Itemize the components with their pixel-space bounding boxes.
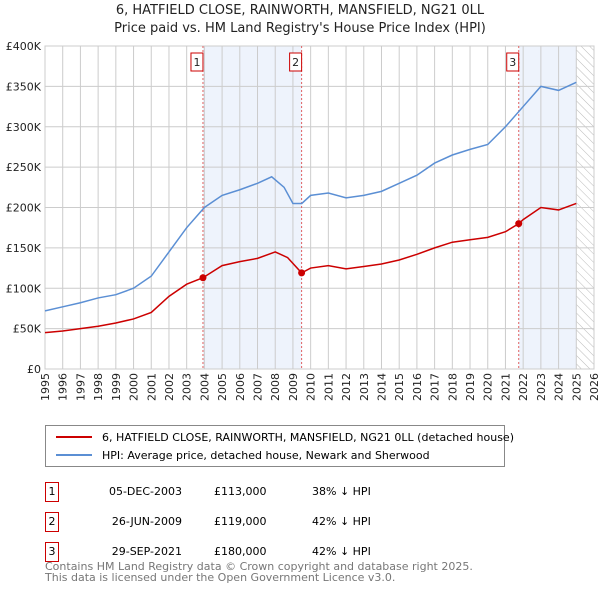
sale-marker-box-1: [190, 52, 204, 72]
sale-price: £180,000: [214, 545, 267, 558]
sale-row: 3 29-SEP-2021 £180,000 42% ↓ HPI: [45, 542, 445, 562]
x-tick-label: 2017: [429, 373, 442, 401]
x-tick-label: 2012: [340, 373, 353, 401]
sale-date: 26-JUN-2009: [111, 515, 182, 528]
x-tick-label: 2009: [287, 373, 300, 401]
x-tick-label: 2024: [553, 373, 566, 401]
y-tick-label: £100K: [6, 282, 42, 295]
legend-label-property: 6, HATFIELD CLOSE, RAINWORTH, MANSFIELD,…: [102, 430, 514, 444]
x-tick-label: 2020: [482, 373, 495, 401]
property-line: [44, 202, 577, 334]
sale-date: 05-DEC-2003: [108, 485, 182, 498]
sale-price: £119,000: [214, 515, 267, 528]
y-tick-label: £150K: [6, 242, 42, 255]
sale-point-3: [515, 220, 523, 228]
hpi-line: [44, 81, 577, 312]
plot-area: 1995 1996 1997 1998 1999 2000 2001 2002 2003 2004…: [6, 40, 600, 401]
y-tick-label: £50K: [13, 323, 42, 336]
x-tick-label: 1998: [92, 373, 105, 401]
footer-line-2: This data is licensed under the Open Gov…: [45, 571, 396, 584]
legend-swatch-hpi: [56, 454, 92, 456]
x-tick-label: 1997: [74, 373, 87, 401]
y-tick-label: £400K: [6, 40, 42, 53]
x-tick-label: 1995: [39, 373, 52, 401]
sale-row: 1 05-DEC-2003 £113,000 38% ↓ HPI: [45, 482, 445, 502]
x-tick-label: 1999: [110, 373, 123, 401]
sale-number: 1: [45, 482, 59, 502]
y-tick-label: £350K: [6, 80, 42, 93]
legend: 6, HATFIELD CLOSE, RAINWORTH, MANSFIELD,…: [45, 425, 514, 467]
sale-marker-label-3: 3: [509, 56, 516, 69]
x-tick-label: 2025: [570, 373, 583, 401]
sale-hpi-diff: 42% ↓ HPI: [312, 515, 371, 528]
footer: Contains HM Land Registry data © Crown c…: [45, 561, 473, 583]
sale-hpi-diff: 42% ↓ HPI: [312, 545, 371, 558]
y-tick-label: £200K: [6, 202, 42, 215]
x-tick-label: 2023: [535, 373, 548, 401]
x-tick-label: 2000: [128, 373, 141, 401]
sale-number: 2: [45, 512, 59, 532]
sale-marker-label-1: 1: [193, 56, 200, 69]
x-tick-label: 1996: [57, 373, 70, 401]
sale-marker-label-2: 2: [292, 56, 299, 69]
chart-title: 6, HATFIELD CLOSE, RAINWORTH, MANSFIELD,…: [115, 3, 485, 18]
x-tick-label: 2026: [588, 373, 600, 401]
y-tick-label: £250K: [6, 161, 42, 174]
x-tick-label: 2003: [181, 373, 194, 401]
x-tick-label: 2011: [322, 373, 335, 401]
x-tick-label: 2022: [517, 373, 530, 401]
x-tick-label: 2006: [234, 373, 247, 401]
x-tick-label: 2018: [446, 373, 459, 401]
chart-subtitle: Price paid vs. HM Land Registry's House …: [114, 21, 486, 36]
x-tick-label: 2014: [375, 373, 388, 401]
x-tick-label: 2004: [198, 373, 211, 401]
x-tick-label: 2019: [464, 373, 477, 401]
y-tick-label: £300K: [6, 121, 42, 134]
x-tick-label: 2021: [499, 373, 512, 401]
sale-price: £113,000: [214, 485, 267, 498]
sale-row: 2 26-JUN-2009 £119,000 42% ↓ HPI: [45, 512, 445, 532]
footer-line-1: Contains HM Land Registry data © Crown c…: [45, 560, 473, 573]
x-tick-label: 2001: [145, 373, 158, 401]
x-tick-label: 2002: [163, 373, 176, 401]
sale-date: 29-SEP-2021: [111, 545, 182, 558]
sale-point-1: [199, 274, 207, 282]
x-tick-label: 2007: [252, 373, 265, 401]
sale-number: 3: [45, 542, 59, 562]
legend-label-hpi: HPI: Average price, detached house, Newa…: [102, 448, 430, 462]
sale-hpi-diff: 38% ↓ HPI: [312, 485, 371, 498]
x-tick-label: 2015: [393, 373, 406, 401]
plot-border: [44, 45, 595, 370]
x-tick-label: 2008: [269, 373, 282, 401]
x-tick-label: 2005: [216, 373, 229, 401]
sale-marker-box-2: [289, 52, 303, 72]
x-tick-label: 2016: [411, 373, 424, 401]
x-tick-label: 2013: [358, 373, 371, 401]
legend-swatch-property: [56, 436, 92, 438]
sale-marker-box-3: [506, 52, 520, 72]
x-tick-label: 2010: [305, 373, 318, 401]
sale-point-2: [298, 269, 306, 277]
y-tick-label: £0: [27, 363, 41, 376]
